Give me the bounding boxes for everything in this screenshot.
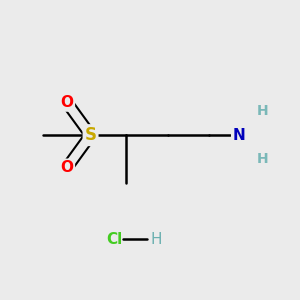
Text: H: H — [257, 152, 269, 166]
Text: N: N — [233, 128, 245, 142]
Text: S: S — [85, 126, 97, 144]
Text: H: H — [257, 104, 269, 118]
Text: H: H — [150, 232, 162, 247]
Text: O: O — [60, 160, 73, 175]
Text: O: O — [60, 95, 73, 110]
Text: Cl: Cl — [106, 232, 122, 247]
